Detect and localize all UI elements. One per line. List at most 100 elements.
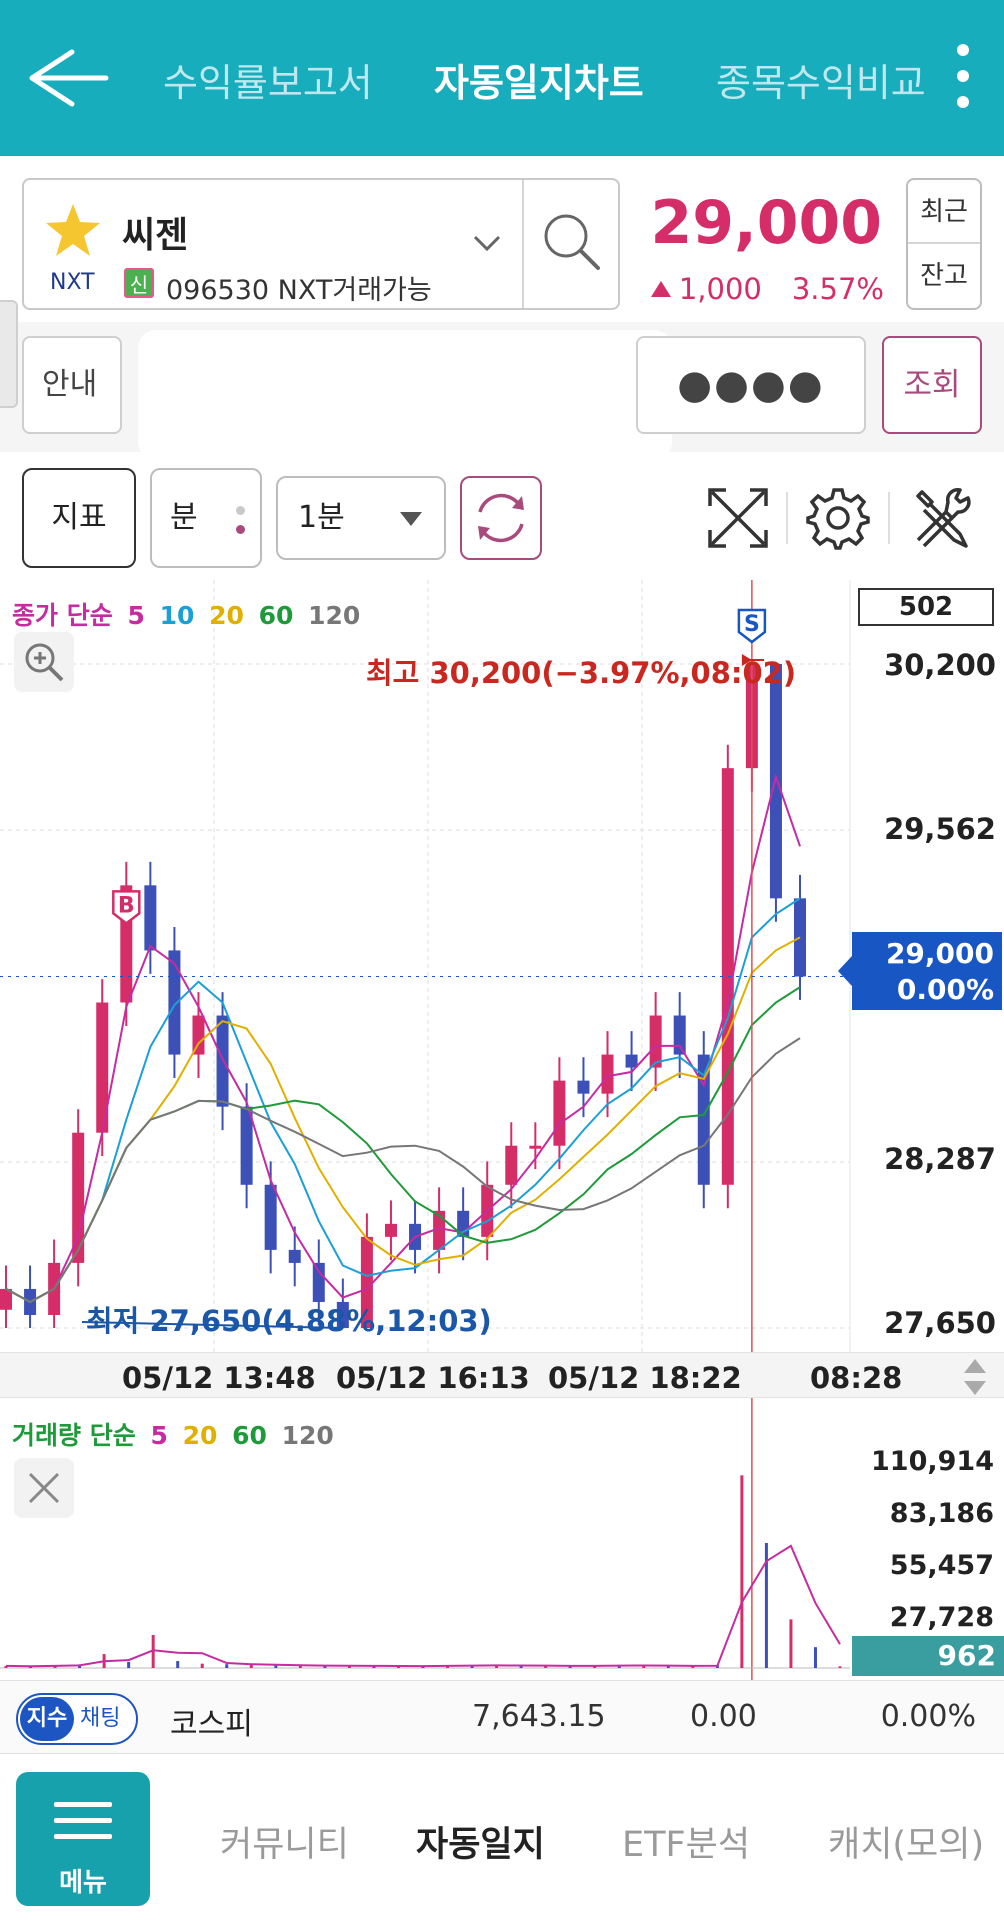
x-tick-label: 05/12 16:13 <box>336 1361 530 1395</box>
refresh-icon <box>478 493 524 543</box>
stock-name: 씨젠 <box>122 215 189 256</box>
settings-gear-icon[interactable] <box>804 484 872 552</box>
bottom-nav: 메뉴 커뮤니티 자동일지 ETF분석 캐치(모의) <box>0 1754 1004 1920</box>
interval-value: 1분 <box>298 500 345 535</box>
zoom-in-icon[interactable] <box>14 632 74 692</box>
candle-body <box>673 1015 686 1055</box>
index-chat-toggle[interactable]: 지수 채팅 <box>16 1693 138 1745</box>
moving-average-line <box>5 897 801 1304</box>
side-drawer-handle[interactable] <box>0 300 18 408</box>
current-price: 29,000 <box>650 188 882 258</box>
candle-body <box>721 768 734 1185</box>
info-button[interactable]: 안내 <box>22 336 122 434</box>
high-annotation: 최고 30,200(−3.97%,08:02) <box>366 656 797 690</box>
balance-button[interactable]: 잔고 <box>920 261 968 291</box>
more-menu-icon[interactable] <box>948 44 978 118</box>
low-annotation: 최저 27,650(4.88%,12:03) <box>86 1304 492 1338</box>
menu-button[interactable]: 메뉴 <box>16 1772 150 1906</box>
nav-etf-analysis[interactable]: ETF분석 <box>622 1825 751 1865</box>
candle-body <box>0 1288 12 1310</box>
fullscreen-icon[interactable] <box>704 484 772 552</box>
y-tick-label: 29,562 <box>884 812 996 846</box>
divider <box>786 492 788 544</box>
legend-prefix: 거래량 단순 <box>12 1421 136 1450</box>
legend-ma20: 20 <box>209 601 244 630</box>
recent-button[interactable]: 최근 <box>908 180 980 244</box>
current-price-value: 29,000 <box>885 937 994 970</box>
current-price-pct: 0.00% <box>896 973 994 1006</box>
index-change: 0.00 <box>690 1699 757 1734</box>
index-toggle-on: 지수 <box>20 1697 74 1741</box>
x-axis[interactable]: 05/12 13:48 05/12 16:13 05/12 18:22 08:2… <box>0 1352 1004 1398</box>
trade-marker-label: B <box>118 893 135 918</box>
candle-body <box>168 950 181 1055</box>
trade-marker <box>112 890 141 925</box>
candle-body <box>529 1145 542 1149</box>
close-icon[interactable] <box>14 1458 74 1518</box>
price-change: 1,000 3.57% <box>636 272 884 306</box>
candle-body <box>625 1054 638 1068</box>
candle-body <box>505 1145 518 1185</box>
legend-ma120: 120 <box>308 601 361 630</box>
price-volume-chart[interactable]: BS <box>0 580 1004 1680</box>
hamburger-icon <box>54 1802 112 1850</box>
scroll-updown-icon[interactable] <box>960 1357 990 1397</box>
interval-select[interactable]: 1분 <box>276 476 446 560</box>
nav-auto-journal[interactable]: 자동일지 <box>416 1825 545 1865</box>
search-icon[interactable] <box>536 206 608 278</box>
favorite-star-icon[interactable] <box>44 202 102 258</box>
tab-auto-journal-chart[interactable]: 자동일지차트 <box>434 61 644 105</box>
volume-y-label: 83,186 <box>889 1498 994 1529</box>
caret-down-icon <box>400 512 422 526</box>
candle-body <box>697 1054 710 1185</box>
trade-marker-label: S <box>744 612 760 637</box>
index-name: 코스피 <box>170 1707 253 1742</box>
candle-body <box>288 1249 301 1263</box>
candle-body <box>649 1015 662 1068</box>
stock-selector[interactable]: NXT 씨젠 신 096530 NXT거래가능 <box>22 178 620 310</box>
bar-count-box: 502 <box>858 588 994 626</box>
tab-stock-return-compare[interactable]: 종목수익비교 <box>716 61 926 105</box>
legend-prefix: 종가 단순 <box>12 601 113 630</box>
nav-community[interactable]: 커뮤니티 <box>220 1825 349 1865</box>
high-pointer-arrow <box>741 654 752 666</box>
legend-ma20: 20 <box>182 1421 218 1450</box>
moving-average-line <box>5 1037 801 1304</box>
trade-marker <box>737 608 767 644</box>
candle-body <box>769 664 782 899</box>
side-button-group: 최근 잔고 <box>906 178 982 310</box>
indicator-button[interactable]: 지표 <box>22 468 136 568</box>
period-button[interactable]: 분 <box>150 468 262 568</box>
price-legend: 종가 단순 5 10 20 60 120 <box>12 596 366 632</box>
current-volume-tag: 962 <box>852 1636 1004 1676</box>
nav-catch-mock[interactable]: 캐치(모의) <box>828 1825 985 1865</box>
candle-body <box>264 1184 277 1250</box>
legend-ma120: 120 <box>281 1421 334 1450</box>
volume-y-label: 27,728 <box>889 1602 994 1633</box>
candle-body <box>96 1002 109 1133</box>
top-app-bar: 수익률보고서 자동일지차트 종목수익비교 <box>0 0 1004 156</box>
index-bar: 지수 채팅 코스피 7,643.15 0.00 0.00% <box>0 1680 1004 1754</box>
refresh-button[interactable] <box>460 476 542 560</box>
tools-icon[interactable] <box>908 484 976 552</box>
candle-body <box>240 1106 253 1185</box>
index-change-pct: 0.00% <box>880 1699 976 1734</box>
change-amount: 1,000 <box>678 272 762 306</box>
current-price-tag: 29,000 0.00% <box>838 932 1002 1010</box>
query-button[interactable]: 조회 <box>882 336 982 434</box>
legend-ma60: 60 <box>258 601 294 630</box>
back-arrow-icon[interactable] <box>22 42 112 114</box>
candle-body <box>384 1223 397 1237</box>
chevron-down-icon[interactable] <box>472 232 502 254</box>
masked-password-field[interactable]: ●●●● <box>636 336 866 434</box>
tab-return-report[interactable]: 수익률보고서 <box>163 61 373 105</box>
candle-body <box>216 1015 229 1107</box>
redacted-area <box>138 330 672 460</box>
candle-body <box>601 1054 614 1094</box>
stock-code: 096530 NXT거래가능 <box>166 275 432 306</box>
up-triangle-icon <box>650 281 671 297</box>
period-dots <box>236 506 246 544</box>
change-percent: 3.57% <box>791 272 884 306</box>
index-value: 7,643.15 <box>472 1699 606 1734</box>
